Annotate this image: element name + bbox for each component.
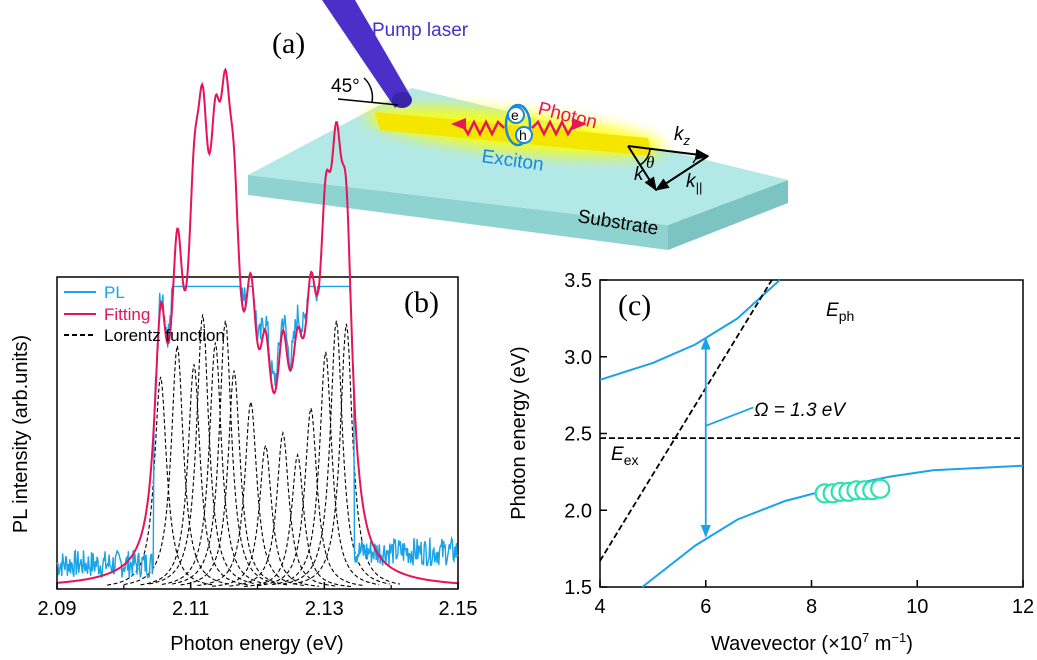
c-xlabel: Wavevector (×107 m−1) [711, 630, 913, 655]
electron-label: e [511, 107, 519, 123]
lorentz-peak-6 [171, 320, 279, 585]
lorentz-peak-11 [244, 452, 352, 588]
kz-label: kz [674, 124, 691, 148]
c-series-upper-polariton [599, 279, 781, 381]
c-x-axis-ticks: 4 6 8 10 12 [594, 580, 1034, 618]
pump-spot [392, 92, 412, 108]
b-xtick-label: 2.11 [172, 598, 209, 620]
lorentz-peak-5 [161, 342, 269, 585]
c-ytick-label: 3.5 [564, 270, 592, 292]
panel-b-label: (b) [404, 286, 439, 319]
angle-arc [363, 77, 374, 103]
kz-vector [627, 145, 710, 160]
right-angle-mark [692, 152, 705, 164]
theta-arc [639, 148, 651, 166]
c-xtick-label: 12 [1012, 596, 1034, 618]
b-xlabel: Photon energy (eV) [170, 633, 343, 655]
fitting-series-line [56, 67, 459, 585]
lorentz-peak-13 [272, 351, 380, 586]
panel-b: 2.09 2.11 2.13 2.15 (b) PL Fitting Lorentz … [10, 67, 478, 655]
pump-label: Pump laser [372, 20, 469, 41]
eph-label: Eph [826, 300, 854, 324]
b-xtick-label: 2.15 [439, 598, 478, 620]
nanowire [375, 112, 652, 156]
lorentz-peak-14 [282, 320, 390, 585]
legend-pl-label: PL [104, 283, 125, 302]
c-xtick-label: 4 [594, 596, 605, 618]
k-vector [627, 145, 657, 192]
c-ytick-label: 2.5 [564, 424, 592, 446]
lorentz-peak-15 [292, 323, 401, 585]
panel-c: 4 6 8 10 12 1.5 2.0 2.5 3.0 3.5 (c) Eph Eex Ω = … [508, 270, 1034, 655]
marker-point [870, 478, 891, 499]
legend-lorentz-label: Lorentz function [104, 326, 225, 345]
angle-label: 45° [331, 76, 360, 97]
lorentz-peak-7 [180, 370, 288, 586]
panel-a: Pump laser (a) 45° e h Photon Exciton θ … [248, 0, 788, 250]
lorentz-peak-3 [140, 364, 248, 586]
lorentz-curves [107, 314, 401, 588]
lorentz-peak-9 [212, 443, 320, 587]
c-series-lower-polariton [641, 464, 1024, 588]
c-ytick-label: 1.5 [564, 577, 592, 599]
plot-c-frame [599, 279, 1024, 588]
k-label: k [634, 164, 645, 185]
c-series-photon-line [599, 279, 773, 562]
theta-label: θ [646, 153, 654, 172]
experimental-markers [814, 478, 891, 504]
lorentz-peak-10 [229, 430, 337, 587]
omega-label: Ω = 1.3 eV [754, 400, 847, 421]
hole-circle [515, 126, 533, 144]
c-ytick-label: 2.0 [564, 500, 592, 522]
legend-fitting-label: Fitting [104, 305, 150, 324]
kpar-vector [654, 155, 709, 191]
c-xtick-label: 10 [906, 596, 928, 618]
lorentz-peak-8 [197, 401, 305, 587]
b-xtick-label: 2.13 [305, 598, 344, 620]
photon-wave-left [451, 118, 505, 137]
c-ytick-label: 3.0 [564, 347, 592, 369]
c-xtick-label: 8 [806, 596, 817, 618]
lorentz-peak-2 [123, 345, 231, 586]
b-ylabel: PL intensity (arb.units) [10, 335, 32, 533]
c-y-axis-ticks: 1.5 2.0 2.5 3.0 3.5 [564, 270, 607, 599]
electron-circle [507, 106, 525, 124]
legend-b: PL Fitting Lorentz function [64, 283, 225, 345]
photon-wave-right [531, 118, 587, 137]
lorentz-peak-4 [149, 314, 257, 585]
substrate-side-right [668, 180, 788, 250]
panel-a-label: (a) [272, 27, 305, 60]
c-xtick-label: 6 [700, 596, 711, 618]
c-series [599, 279, 1024, 588]
eex-label: Eex [611, 444, 638, 468]
angle-baseline [337, 98, 399, 106]
panel-c-label: (c) [618, 289, 651, 322]
omega-pointer-line [705, 406, 754, 427]
x-axis-ticks: 2.09 2.11 2.13 2.15 [38, 582, 478, 620]
substrate-side [248, 175, 668, 250]
kpar-label: k|| [686, 171, 702, 195]
pump-beam [322, 0, 410, 108]
hole-label: h [519, 127, 527, 143]
b-xtick-label: 2.09 [38, 598, 77, 620]
lorentz-peak-12 [257, 407, 365, 587]
c-ylabel: Photon energy (eV) [508, 346, 530, 519]
lorentz-peak-1 [107, 376, 215, 586]
exciton-ring [504, 103, 532, 147]
